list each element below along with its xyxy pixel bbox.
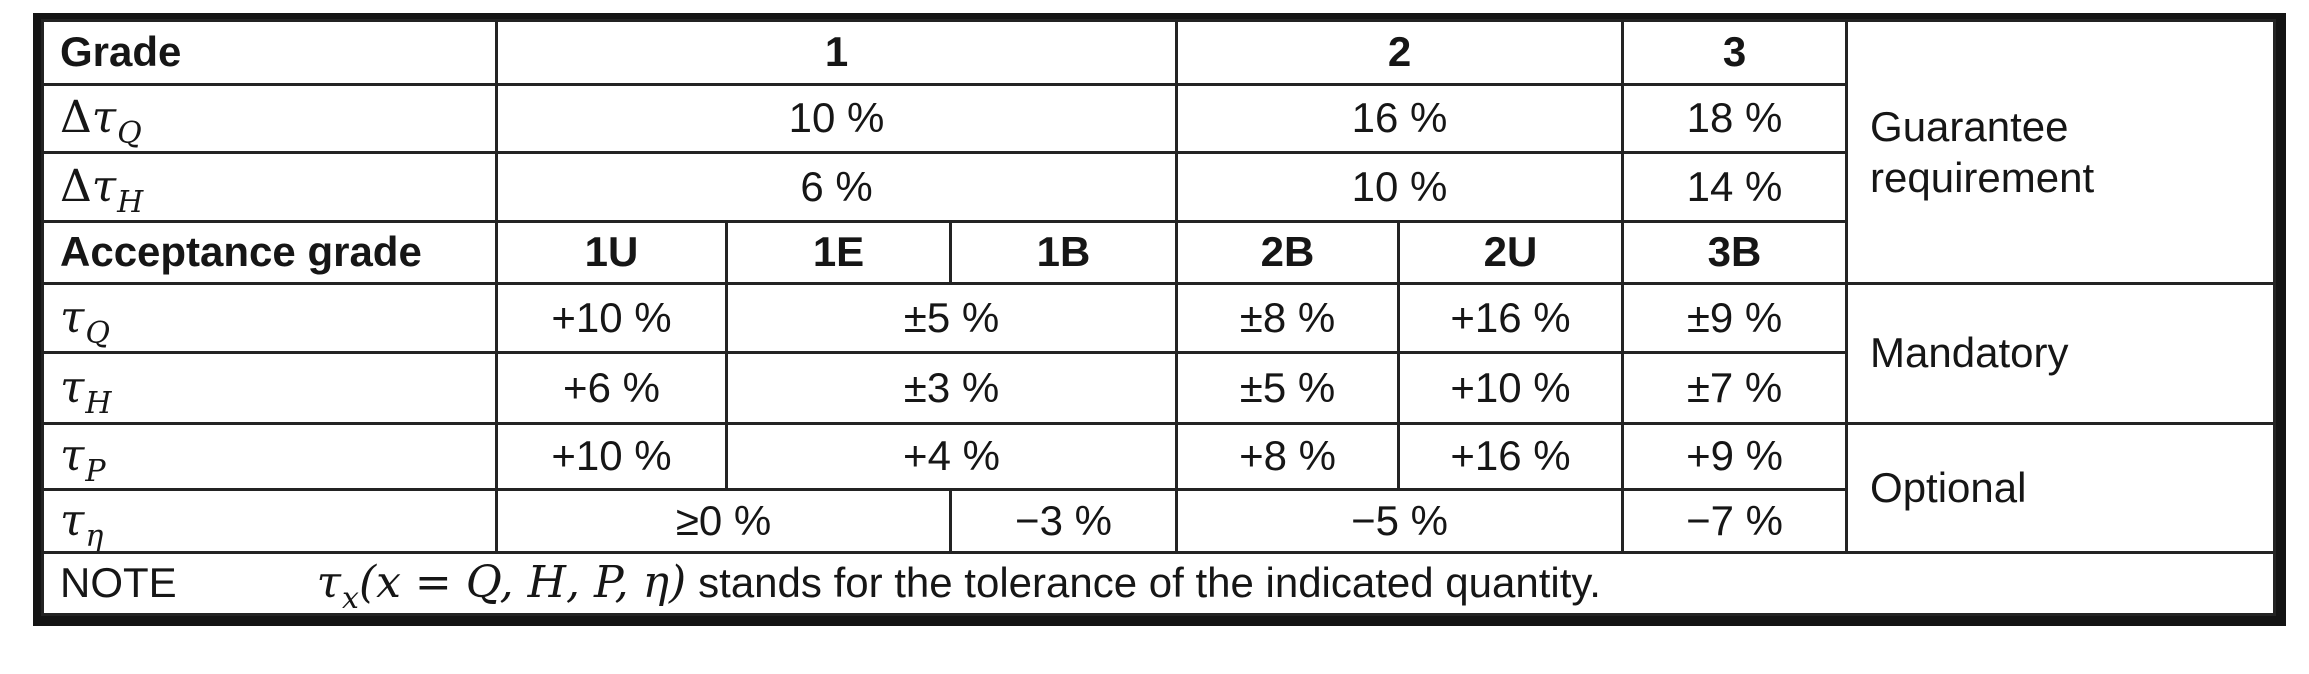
- cell-grade-1: 1: [494, 19, 1179, 86]
- delta-tau-q-symbol: ΔτQ: [60, 92, 142, 152]
- cell-tau-q-2u: +16 %: [1397, 282, 1625, 354]
- cell-delta-tau-q-grade1: 10 %: [494, 83, 1179, 154]
- cell-tau-q-3b: ±9 %: [1621, 282, 1849, 354]
- tolerance-table: Grade 1 2 3 Guarantee requirement ΔτQ 10…: [33, 13, 2287, 626]
- cell-tau-p-3b: +9 %: [1621, 422, 1849, 491]
- cell-optional: Optional: [1845, 422, 2277, 554]
- cell-guarantee-requirement: Guarantee requirement: [1845, 19, 2277, 285]
- cell-acceptance-1e: 1E: [725, 220, 952, 285]
- cell-grade-label: Grade: [41, 19, 498, 86]
- row-note: NOTE τx(x = Q, H, P, η) stands for the tol…: [40, 551, 2277, 616]
- tau-p-symbol: τP: [60, 430, 106, 490]
- note-math-expression: τx(x = Q, H, P, η): [316, 557, 687, 615]
- cell-mandatory: Mandatory: [1845, 282, 2277, 425]
- cell-acceptance-3b: 3B: [1621, 220, 1849, 285]
- cell-tau-h-1e-1b: ±3 %: [724, 351, 1179, 425]
- cell-tau-h-2b: ±5 %: [1175, 351, 1401, 425]
- cell-tau-eta-1u-1e: ≥0 %: [495, 488, 952, 554]
- note-text: stands for the tolerance of the indicate…: [698, 559, 1601, 607]
- cell-tau-eta-3b: −7 %: [1621, 488, 1849, 554]
- cell-acceptance-2b: 2B: [1175, 220, 1401, 285]
- cell-tau-q-2b: ±8 %: [1175, 282, 1401, 354]
- cell-delta-tau-q-label: ΔτQ: [41, 83, 498, 154]
- cell-acceptance-1b: 1B: [948, 220, 1179, 285]
- cell-tau-p-label: τP: [41, 422, 498, 491]
- cell-tau-h-1u: +6 %: [495, 351, 728, 425]
- cell-delta-tau-h-label: ΔτH: [41, 151, 498, 223]
- tau-q-symbol: τQ: [60, 291, 110, 351]
- cell-tau-p-1u: +10 %: [495, 422, 728, 491]
- row-delta-tau-h: ΔτH 6 % 10 % 14 %: [41, 151, 2275, 223]
- cell-tau-p-2b: +8 %: [1175, 422, 1401, 491]
- cell-tau-eta-2b-2u: −5 %: [1175, 488, 1625, 554]
- cell-delta-tau-h-grade2: 10 %: [1175, 151, 1625, 223]
- tolerance-table-grid: Grade 1 2 3 Guarantee requirement ΔτQ 10…: [40, 19, 2277, 616]
- cell-tau-h-label: τH: [41, 351, 498, 425]
- cell-delta-tau-h-grade1: 6 %: [494, 151, 1179, 223]
- cell-tau-h-2u: +10 %: [1397, 351, 1625, 425]
- cell-tau-q-1e-1b: ±5 %: [724, 282, 1179, 354]
- row-tau-p: τP +10 % +4 % +8 % +16 % +9 % Optional: [41, 422, 2277, 554]
- row-tau-q: τQ +10 % ±5 % ±8 % +16 % ±9 % Mandatory: [41, 282, 2277, 425]
- tau-eta-symbol: τη: [60, 494, 104, 553]
- cell-acceptance-1u: 1U: [495, 220, 728, 285]
- note-label: NOTE: [60, 559, 177, 607]
- cell-delta-tau-q-grade2: 16 %: [1175, 83, 1625, 154]
- guarantee-requirement-label: Guarantee requirement: [1870, 102, 2095, 201]
- row-grade: Grade 1 2 3 Guarantee requirement: [41, 19, 2277, 285]
- cell-tau-eta-label: τη: [41, 488, 498, 554]
- row-acceptance-grade: Acceptance grade 1U 1E 1B 2B 2U 3B: [41, 220, 2275, 285]
- cell-tau-q-label: τQ: [41, 282, 498, 354]
- cell-note: NOTE τx(x = Q, H, P, η) stands for the tol…: [40, 551, 2277, 616]
- cell-tau-h-3b: ±7 %: [1621, 351, 1849, 425]
- cell-delta-tau-q-grade3: 18 %: [1621, 83, 1849, 154]
- cell-acceptance-label: Acceptance grade: [41, 220, 498, 285]
- cell-tau-p-2u: +16 %: [1397, 422, 1625, 491]
- delta-tau-h-symbol: ΔτH: [60, 160, 144, 220]
- cell-acceptance-2u: 2U: [1397, 220, 1625, 285]
- cell-grade-2: 2: [1175, 19, 1625, 86]
- cell-tau-q-1u: +10 %: [495, 282, 728, 354]
- row-tau-h: τH +6 % ±3 % ±5 % +10 % ±7 %: [41, 351, 2275, 425]
- tau-h-symbol: τH: [60, 361, 112, 421]
- cell-tau-eta-1b: −3 %: [948, 488, 1179, 554]
- cell-grade-3: 3: [1621, 19, 1849, 86]
- cell-delta-tau-h-grade3: 14 %: [1621, 151, 1849, 223]
- row-tau-eta: τη ≥0 % −3 % −5 % −7 %: [41, 488, 2275, 554]
- cell-tau-p-1e-1b: +4 %: [724, 422, 1179, 491]
- row-delta-tau-q: ΔτQ 10 % 16 % 18 %: [41, 83, 2275, 154]
